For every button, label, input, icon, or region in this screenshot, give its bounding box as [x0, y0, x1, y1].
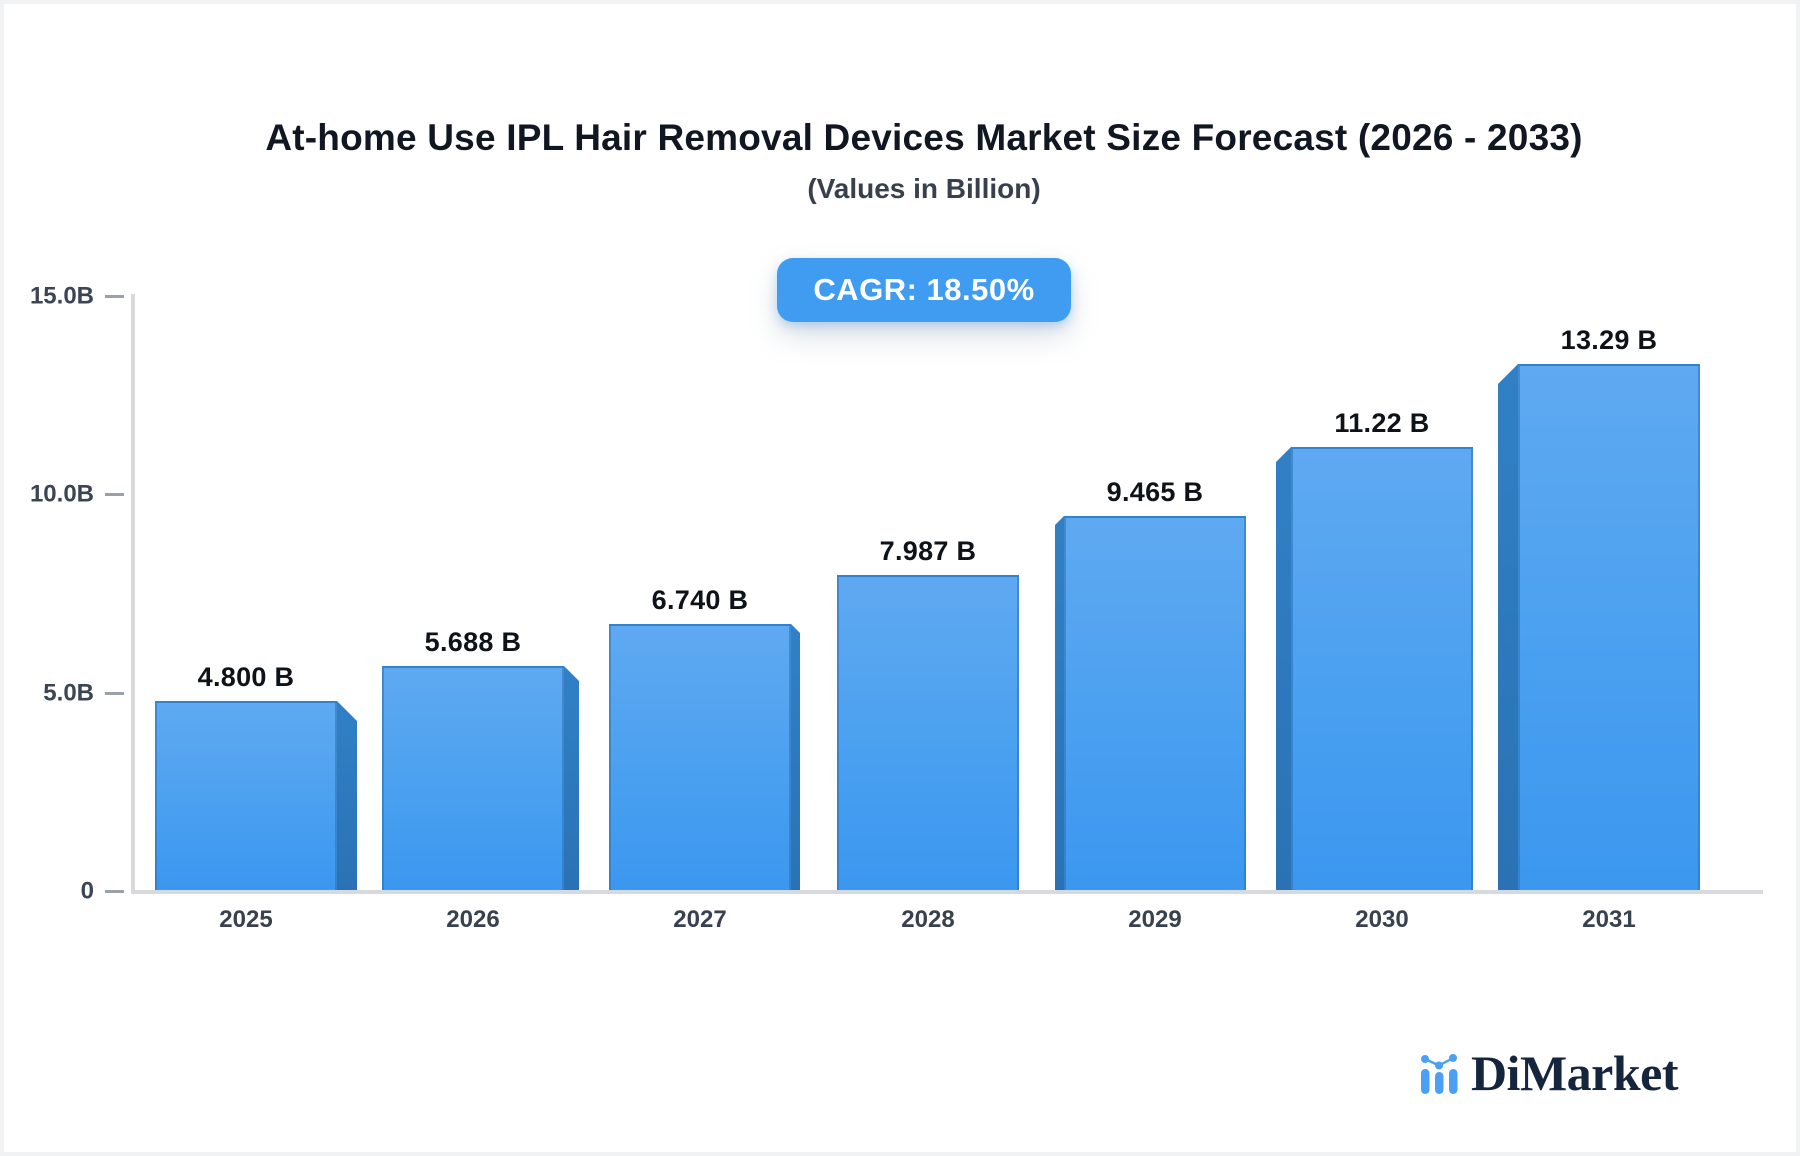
bar-side-face: [1276, 447, 1291, 892]
y-axis-tick-label: 0: [80, 877, 94, 905]
bar-side-face: [1498, 364, 1518, 892]
y-axis-line: [131, 294, 135, 894]
bar-group: 4.800 B 2025: [155, 662, 357, 933]
bar-value-label: 4.800 B: [197, 662, 295, 692]
bar-value-label: 6.740 B: [651, 585, 749, 615]
bar-side-face: [564, 666, 579, 892]
y-axis-tick-label: 10.0B: [29, 480, 94, 508]
bar-face: [155, 701, 337, 892]
dimarket-logo-text: DiMarket: [1470, 1045, 1679, 1101]
bar-group: 13.29 B 2031: [1498, 325, 1700, 933]
bar-value-label: 9.465 B: [1106, 477, 1204, 507]
bar-value-label: 5.688 B: [424, 627, 522, 657]
x-axis-category-label: 2026: [446, 906, 500, 933]
bar-side-face: [337, 701, 357, 892]
bar-face: [609, 624, 791, 892]
bar-side-face: [791, 624, 800, 892]
bar-face: [1518, 364, 1700, 892]
bar-side-face: [1055, 516, 1064, 892]
x-axis-category-label: 2027: [673, 906, 727, 933]
y-axis-tick-mark: [105, 890, 124, 893]
bar-value-label: 13.29 B: [1560, 325, 1658, 355]
y-axis-tick-label: 5.0B: [43, 678, 94, 706]
bar-group: 5.688 B 2026: [382, 627, 579, 933]
y-axis-tick-mark: [105, 294, 124, 298]
cagr-badge: CAGR: 18.50%: [777, 258, 1071, 322]
bar-face: [382, 666, 564, 892]
x-axis-category-label: 2030: [1355, 906, 1409, 933]
bar-face: [1064, 516, 1246, 892]
bar-group: 7.987 B 2028: [837, 536, 1019, 933]
dimarket-logo: DiMarket: [1420, 1045, 1679, 1101]
bar-value-label: 7.987 B: [879, 536, 977, 566]
x-axis-category-label: 2031: [1582, 906, 1636, 933]
y-axis-tick-label: 15.0B: [29, 281, 94, 309]
bar-group: 11.22 B 2030: [1276, 408, 1473, 933]
bar-face: [1291, 447, 1473, 892]
x-axis-line: [131, 890, 1763, 894]
bar-value-label: 11.22 B: [1334, 408, 1430, 438]
y-axis-tick-mark: [105, 691, 124, 695]
plot-area: 15.0B 10.0B 5.0B 0 4.800 B 2025 5.688 B …: [4, 4, 1796, 1152]
y-axis-tick-mark: [105, 493, 124, 496]
chart-subtitle: (Values in Billion): [807, 173, 1041, 204]
bar-group: 6.740 B 2027: [609, 585, 800, 933]
bar-face: [837, 575, 1019, 892]
cagr-badge-row: CAGR: 18.50%: [52, 258, 1796, 322]
x-axis-category-label: 2025: [219, 906, 273, 933]
x-axis-category-label: 2029: [1128, 906, 1182, 933]
chart-title: At-home Use IPL Hair Removal Devices Mar…: [265, 117, 1583, 158]
dimarket-logo-icon: [1420, 1053, 1458, 1094]
bar-group: 9.465 B 2029: [1055, 477, 1246, 933]
x-axis-category-label: 2028: [901, 906, 955, 933]
